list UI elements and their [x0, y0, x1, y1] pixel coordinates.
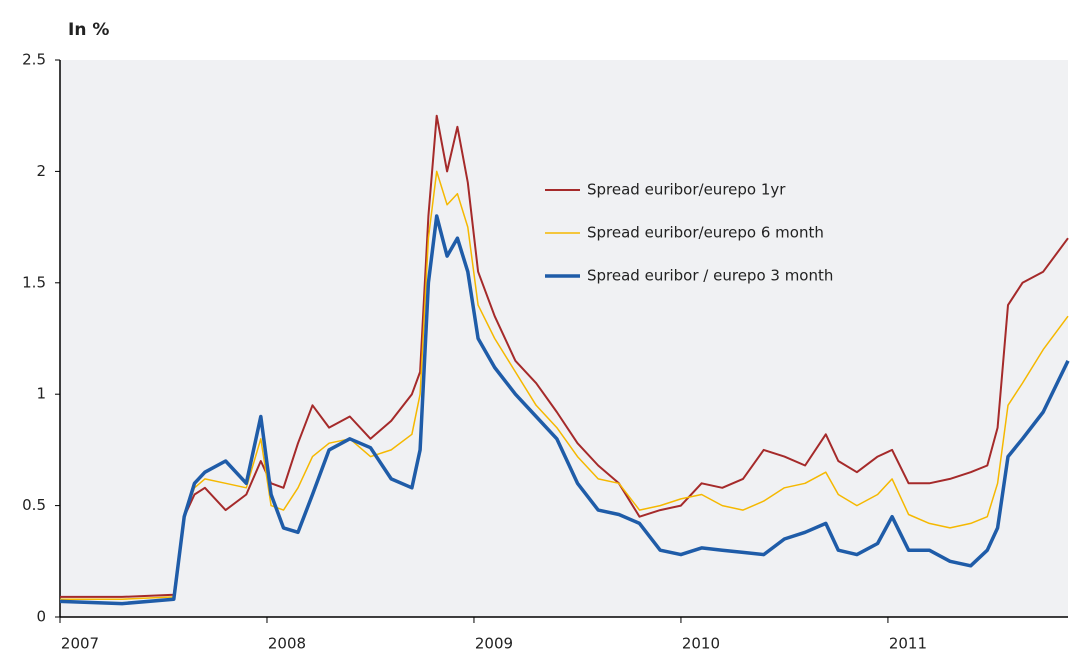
y-tick-label: 0: [36, 608, 46, 626]
y-tick-label: 1.5: [22, 273, 46, 291]
chart-title: In %: [68, 20, 109, 40]
legend-label: Spread euribor / eurepo 3 month: [587, 267, 833, 285]
y-tick-label: 2: [36, 162, 46, 180]
y-tick-label: 0.5: [22, 496, 46, 514]
x-tick-label: 2008: [268, 635, 306, 653]
series-line: [59, 214, 1070, 606]
y-tick-label: 2.5: [22, 51, 46, 69]
x-tick-label: 2010: [682, 635, 720, 653]
legend-label: Spread euribor/eurepo 6 month: [587, 224, 824, 242]
x-tick-label: 2007: [61, 635, 99, 653]
x-tick-label: 2011: [889, 635, 927, 653]
y-tick-label: 1: [36, 385, 46, 403]
legend-label: Spread euribor/eurepo 1yr: [587, 181, 786, 199]
plot-area: [60, 60, 1068, 617]
x-tick-label: 2009: [475, 635, 513, 653]
series-line: [60, 170, 1069, 600]
series-line: [60, 114, 1069, 598]
